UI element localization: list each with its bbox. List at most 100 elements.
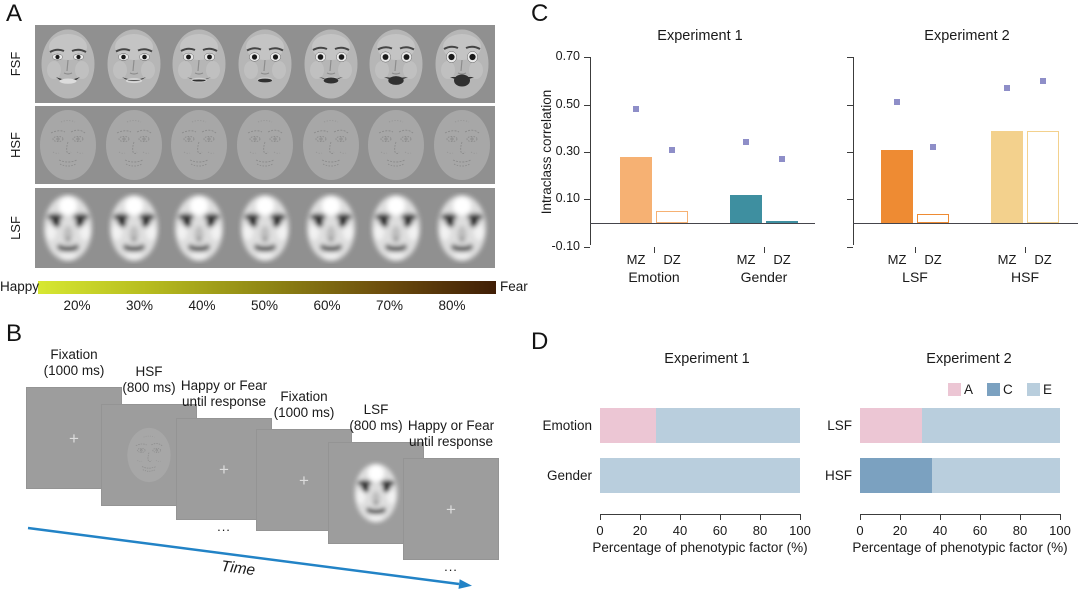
lsf-face-image [109,195,158,261]
data-point-marker [743,139,749,146]
x-axis-tick-label: 100 [1049,523,1071,538]
x-axis-tick-label: 0 [856,523,864,538]
trial-screen-label-line: (800 ms) [349,417,403,433]
stacked-segment-e [932,458,1060,493]
hsf-face-image [127,427,171,483]
fsf-face-image [304,29,358,99]
trial-screen-label-line: Happy or Fear [407,418,495,433]
fsf-face-image [41,29,95,99]
x-axis-tick-label: 40 [672,523,688,538]
happy-fear-gradient-bar [38,281,496,294]
x-axis-tick [640,515,641,520]
fixation-cross-icon: + [446,499,456,519]
trial-screen-label-line: (1000 ms) [43,362,105,378]
x-axis-tick-label: 0 [596,523,604,538]
chart-title: Experiment 2 [926,351,1012,367]
x-category-label: DZ [663,252,681,267]
trial-screen-blank: + [403,458,499,560]
x-axis-tick-label: 60 [712,523,728,538]
x-category-label: MZ [736,252,756,267]
gradient-left-label: Happy [0,279,40,294]
lsf-face-image [175,195,224,261]
x-category-label: DZ [1034,252,1052,267]
x-axis-label: Percentage of phenotypic factor (%) [592,540,808,555]
x-axis-label: Percentage of phenotypic factor (%) [852,540,1068,555]
hsf-face-image [105,110,162,180]
x-axis-tick-label: 100 [789,523,811,538]
x-axis-tick-label: 60 [972,523,988,538]
bar-gender-mz [730,195,762,223]
panel-d-letter: D [531,328,549,355]
data-point-marker [669,146,675,153]
stacked-segment-e [600,458,800,493]
y-axis-tick [584,57,590,59]
hsf-face-image [39,110,96,180]
face-row-label: LSF [8,216,23,240]
gradient-percent-label: 80% [438,298,466,313]
y-axis-line [853,57,854,245]
y-axis-tick [584,151,590,153]
x-axis-tick [900,515,901,520]
x-axis-tick [1020,515,1021,520]
group-label: HSF [1011,269,1039,285]
y-axis-tick [847,57,853,59]
group-label: LSF [902,269,928,285]
y-axis-tick [584,104,590,106]
face-row-strip-hsf [35,106,495,184]
data-point-marker [633,106,639,113]
x-category-label: MZ [997,252,1017,267]
trial-screen-label-line: (800 ms) [122,379,176,395]
zero-line [853,223,1078,224]
gradient-right-label: Fear [500,279,528,294]
fsf-face-image [369,29,423,99]
x-axis-tick-label: 20 [632,523,648,538]
fixation-cross-icon: + [219,459,229,479]
trial-screen-label-line: LSF [363,402,389,417]
gradient-percent-label: 30% [125,298,154,313]
sequence-ellipsis: ... [444,559,458,574]
gradient-percent-label: 60% [313,298,341,313]
lsf-face-image [372,195,421,261]
face-row-label: FSF [8,51,23,77]
x-category-label: MZ [887,252,907,267]
stacked-segment-e [656,408,800,443]
group-axis-tick [764,247,765,253]
gradient-percent-label: 40% [188,298,216,313]
trial-screen-label: Happy or Fear until response [376,418,526,449]
y-axis-tick [847,104,853,106]
y-axis-tick [847,246,853,248]
x-axis-tick-label: 20 [892,523,908,538]
data-point-marker [930,144,936,151]
x-axis-tick [720,515,721,520]
lsf-face-image [240,195,289,261]
trial-screen-label-line: Happy or Fear [180,378,268,393]
fsf-face-image [107,29,161,99]
chart-title: Experiment 2 [924,28,1010,44]
group-label: Gender [740,269,788,285]
x-axis-tick-label: 40 [932,523,948,538]
x-axis-tick [680,515,681,520]
face-row-strip-lsf [35,188,495,268]
x-axis-tick [1060,515,1061,520]
bar-gender-dz [766,221,798,223]
row-label: Emotion [542,417,592,433]
y-axis-tick-label: 0.70 [555,49,580,64]
row-label: HSF [825,467,852,483]
fsf-face-image [172,29,226,99]
bar-emotion-mz [620,157,652,223]
gradient-percent-label: 50% [250,298,279,313]
lsf-face-image [43,195,92,261]
bar-lsf-mz [881,150,913,223]
gradient-percent-label: 70% [375,298,404,313]
x-axis-tick [860,515,861,520]
face-row-strip-fsf [35,25,495,103]
legend-label-e: E [1043,382,1053,397]
time-arrow [27,526,472,589]
x-axis-line [600,514,801,515]
y-axis-line [590,57,591,245]
data-point-marker [1004,84,1010,91]
x-axis-tick-label: 80 [752,523,768,538]
face-row-label: HSF [8,132,23,158]
legend-label-c: C [1003,382,1013,397]
